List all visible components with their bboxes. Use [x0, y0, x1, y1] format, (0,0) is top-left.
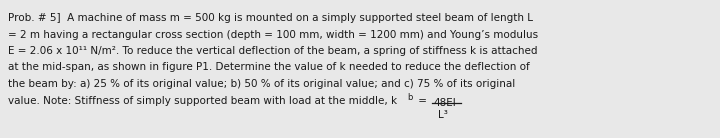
Text: the beam by: a) 25 % of its original value; b) 50 % of its original value; and c: the beam by: a) 25 % of its original val…: [8, 79, 516, 89]
Text: 48EI: 48EI: [433, 98, 456, 108]
Text: value. Note: Stiffness of simply supported beam with load at the middle, k: value. Note: Stiffness of simply support…: [8, 95, 397, 105]
Text: Prob. # 5]  A machine of mass m = 500 kg is mounted on a simply supported steel : Prob. # 5] A machine of mass m = 500 kg …: [8, 13, 533, 23]
Text: = 2 m having a rectangular cross section (depth = 100 mm, width = 1200 mm) and Y: = 2 m having a rectangular cross section…: [8, 30, 538, 39]
Text: at the mid-span, as shown in figure P1. Determine the value of k needed to reduc: at the mid-span, as shown in figure P1. …: [8, 63, 530, 72]
Text: =: =: [415, 95, 427, 105]
Text: L³: L³: [438, 110, 448, 120]
Text: b: b: [407, 92, 413, 102]
Text: E = 2.06 x 10¹¹ N/m². To reduce the vertical deflection of the beam, a spring of: E = 2.06 x 10¹¹ N/m². To reduce the vert…: [8, 46, 538, 56]
